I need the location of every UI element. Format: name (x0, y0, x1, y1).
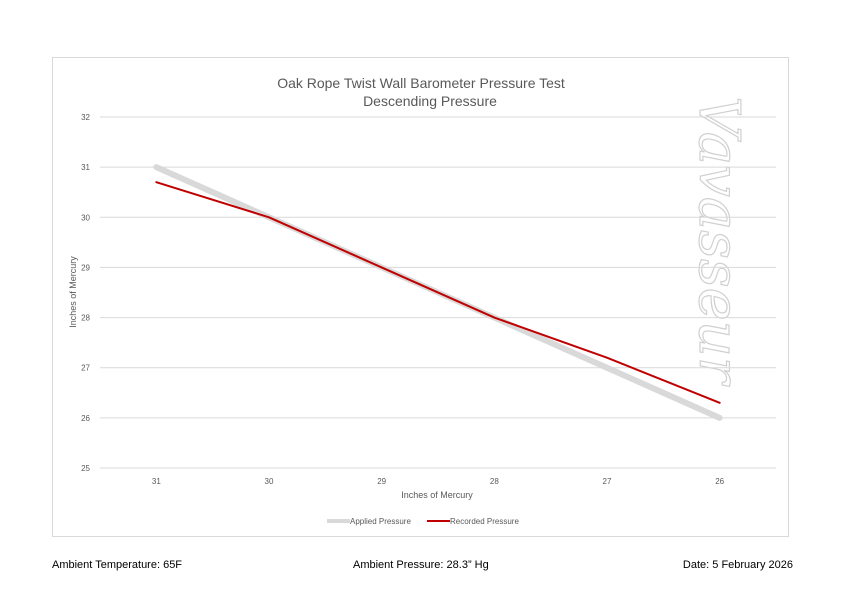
test-date: Date: 5 February 2026 (682, 559, 793, 571)
chart-title: Oak Rope Twist Wall Barometer Pressure T… (277, 75, 565, 91)
y-tick-label: 32 (81, 113, 90, 122)
chart-subtitle: Descending Pressure (363, 93, 497, 109)
y-tick-label: 30 (81, 213, 90, 222)
y-tick-label: 28 (81, 314, 90, 323)
legend-label: Applied Pressure (350, 517, 411, 526)
y-tick-label: 31 (81, 163, 90, 172)
y-axis-label: Inches of Mercury (68, 256, 78, 328)
legend-label: Recorded Pressure (450, 517, 519, 526)
chart-frame (52, 57, 789, 537)
watermark-logo: Vavasseur (686, 96, 751, 386)
x-axis-label: Inches of Mercury (401, 490, 473, 500)
x-tick-label: 30 (265, 477, 274, 486)
y-tick-label: 26 (81, 414, 90, 423)
x-tick-label: 27 (603, 477, 612, 486)
y-tick-label: 29 (81, 263, 90, 272)
x-tick-label: 26 (715, 477, 724, 486)
ambient-temperature: Ambient Temperature: 65F (52, 559, 183, 571)
ambient-pressure: Ambient Pressure: 28.3” Hg (353, 559, 489, 571)
x-tick-label: 28 (490, 477, 499, 486)
y-tick-label: 25 (81, 464, 90, 473)
x-tick-label: 29 (377, 477, 386, 486)
y-tick-label: 27 (81, 364, 90, 373)
series-line-recorded (155, 181, 721, 404)
x-tick-label: 31 (152, 477, 161, 486)
